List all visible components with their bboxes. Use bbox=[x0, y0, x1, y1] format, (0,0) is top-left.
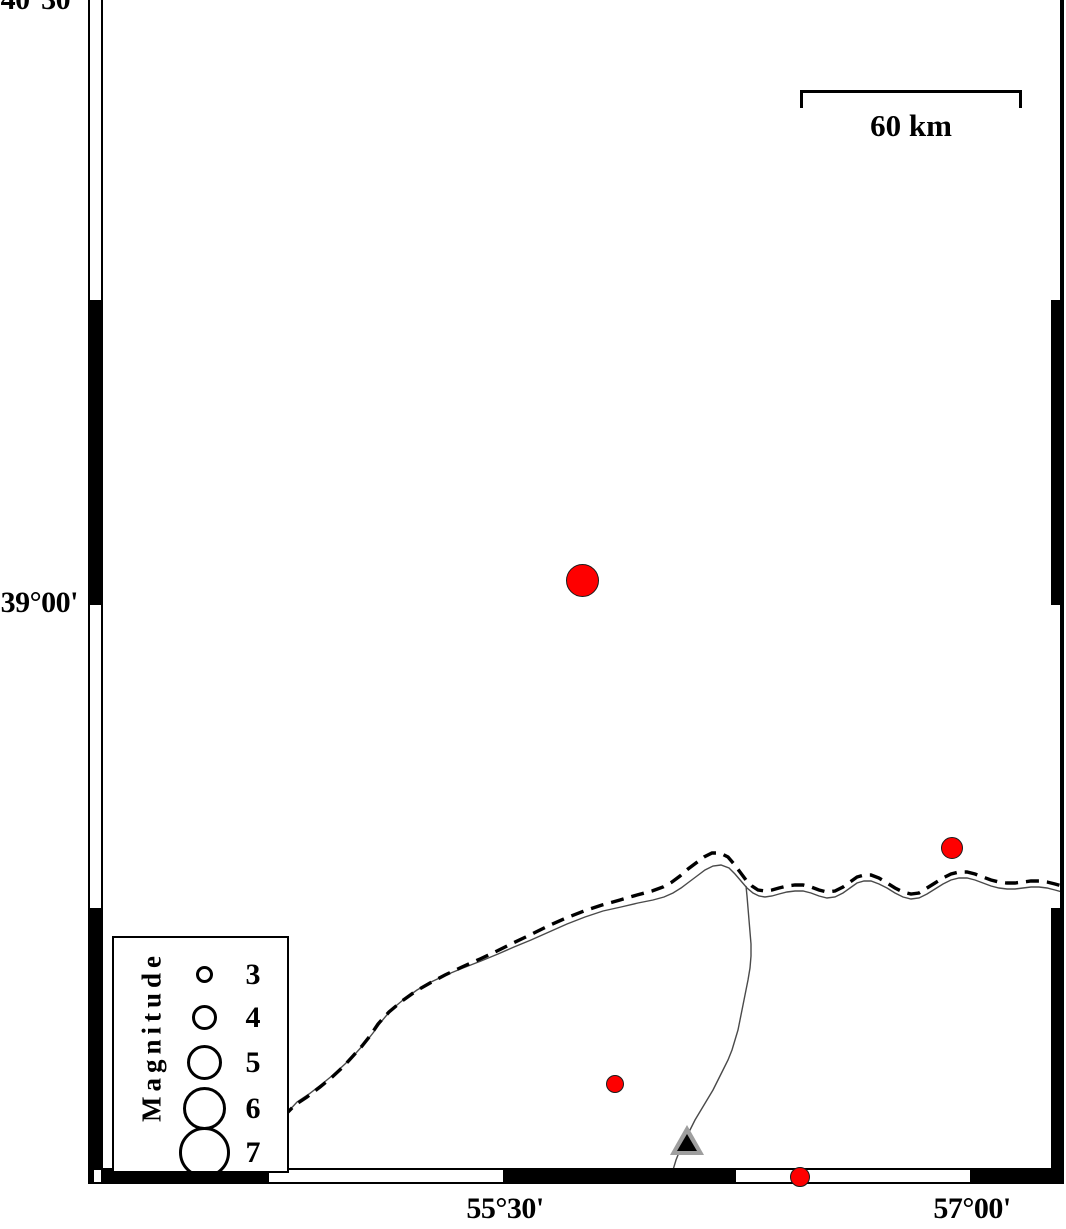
border-path bbox=[281, 851, 1062, 1119]
longitude-label-5530: 55°30' bbox=[466, 1192, 544, 1225]
magnitude-legend-title: Magnitude bbox=[136, 951, 167, 1123]
station-marker-1[interactable] bbox=[669, 1123, 705, 1157]
magnitude-symbol-7 bbox=[179, 1127, 230, 1178]
coastline-path bbox=[285, 864, 1062, 1115]
frame-outer-left bbox=[88, 0, 90, 1184]
frame-bottom-segment-1 bbox=[101, 1170, 269, 1182]
earthquake-marker-4[interactable] bbox=[790, 1167, 810, 1187]
scale-bar-tick-left bbox=[800, 90, 803, 108]
frame-inner-left bbox=[101, 0, 103, 1170]
magnitude-symbol-6 bbox=[183, 1087, 226, 1130]
frame-bottom-segment-2 bbox=[503, 1170, 736, 1182]
magnitude-symbol-3 bbox=[196, 966, 213, 983]
magnitude-label-5: 5 bbox=[245, 1046, 261, 1079]
earthquake-marker-1[interactable] bbox=[566, 564, 599, 597]
magnitude-symbol-4 bbox=[192, 1005, 217, 1030]
scale-bar: 60 km bbox=[800, 90, 1022, 150]
river-path bbox=[672, 885, 752, 1170]
frame-left-segment-2 bbox=[90, 908, 101, 1170]
earthquake-marker-2[interactable] bbox=[941, 837, 963, 859]
frame-right-segment-1 bbox=[1051, 300, 1062, 605]
magnitude-label-3: 3 bbox=[245, 958, 261, 991]
frame-outer-bottom bbox=[88, 1182, 1064, 1184]
frame-inner-bottom bbox=[101, 1168, 1062, 1170]
frame-right-segment-2 bbox=[1051, 908, 1062, 1170]
magnitude-legend-symbols bbox=[170, 938, 240, 1178]
magnitude-label-6: 6 bbox=[245, 1092, 261, 1125]
magnitude-label-7: 7 bbox=[245, 1136, 261, 1169]
longitude-label-5700: 57°00' bbox=[933, 1192, 1011, 1225]
magnitude-legend: Magnitude 3 4 5 6 7 bbox=[112, 936, 289, 1178]
frame-left-segment-1 bbox=[90, 300, 101, 605]
scale-bar-label: 60 km bbox=[870, 108, 952, 143]
frame-outer-right bbox=[1062, 0, 1064, 1184]
frame-bottom-segment-3 bbox=[970, 1170, 1062, 1182]
frame-bottom-corner-left bbox=[88, 1170, 94, 1182]
station-inner-triangle bbox=[677, 1134, 697, 1151]
scale-bar-line bbox=[800, 90, 1022, 93]
earthquake-marker-3[interactable] bbox=[606, 1075, 624, 1093]
magnitude-legend-labels: 3 4 5 6 7 bbox=[236, 938, 276, 1171]
magnitude-label-4: 4 bbox=[245, 1001, 261, 1034]
magnitude-symbol-5 bbox=[187, 1045, 222, 1080]
map-vector-layer bbox=[281, 851, 1062, 1170]
scale-bar-tick-right bbox=[1019, 90, 1022, 108]
latitude-label-3900: 39°00' bbox=[0, 586, 79, 619]
latitude-label-4030: 40°30' bbox=[0, 0, 79, 17]
